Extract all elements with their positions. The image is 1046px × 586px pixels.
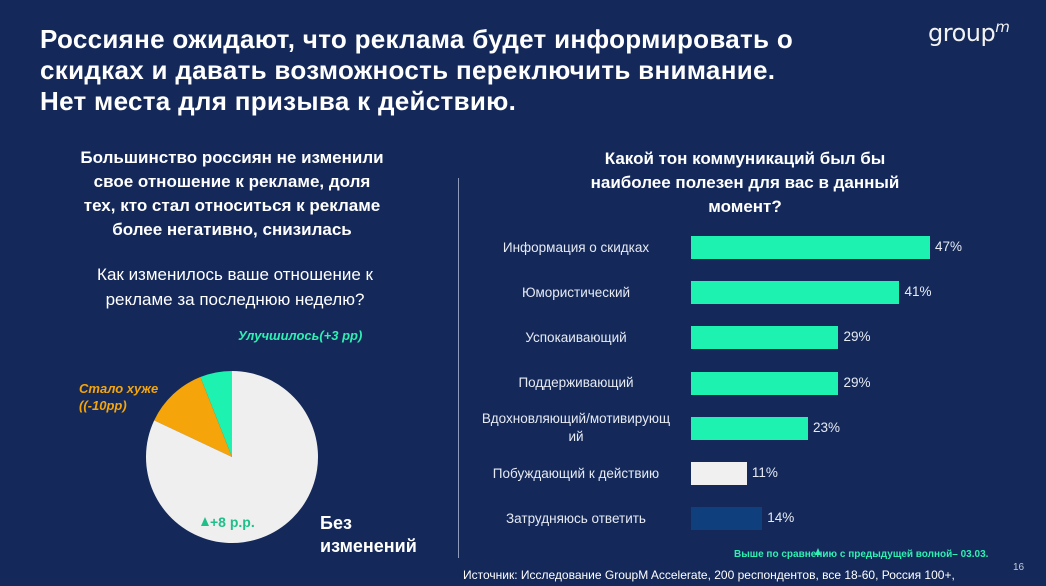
bar-category-label: Успокаивающий [465,329,687,347]
column-divider [458,178,459,558]
right-headline-line: Какой тон коммуникаций был бы [604,149,886,168]
bar-category-label-line: Побуждающий к действию [492,465,660,481]
page-title: Россияне ожидают, что реклама будет инфо… [40,24,920,117]
bar-value-label: 14% [767,510,795,526]
pie-slice [200,371,232,457]
bar [691,507,763,531]
bar [691,236,930,259]
arrow-up-icon [201,517,209,526]
bar-category-label-line: Юмористический [521,284,631,300]
pie-label-worse-line1: Стало хуже [79,381,159,396]
pie-label-improved: Улучшилось(+3 pp) [238,327,362,344]
pie-slice [146,371,319,543]
bar-category-label-line: Затрудняюсь ответить [506,510,646,526]
bar-category-label: Побуждающий к действию [465,465,687,483]
pie-question: Как изменилось ваше отношение к рекламе … [40,262,430,312]
bar-category-label-line: Успокаивающий [525,329,627,345]
pie-label-nochange-line2: изменений [320,536,417,556]
pie-delta-label: +8 р.р. [201,514,255,530]
arrow-up-icon [815,548,821,555]
bar-category-label-line: Информация о скидках [502,239,650,255]
bar-category-label: Вдохновляющий/мотивирующ ий [465,410,687,446]
bar-category-label: Поддерживающий [465,374,687,392]
bar-category-label-line: ий [568,429,584,445]
logo-sup: m [995,18,1010,36]
bar-value-label: 11% [751,465,778,480]
pie-label-worse-line2: ((-10pp) [79,398,127,413]
bar-category-label-line: Поддерживающий [518,375,634,391]
left-headline-line: тех, кто стал относиться к рекламе [83,196,381,215]
page-number: 16 [1013,562,1025,573]
source-text: Источник: Исследование GroupM Accelerate… [463,568,955,582]
bar-value-label: 29% [843,374,871,390]
logo-text: group [928,19,996,47]
title-line: Нет места для призыва к действию. [40,86,517,116]
right-headline: Какой тон коммуникаций был бы наиболее п… [520,147,970,219]
title-line: Россияне ожидают, что реклама будет инфо… [40,24,794,54]
pie-slice [154,377,232,457]
pie-label-improved-text: Улучшилось(+3 pp) [238,328,363,343]
right-headline-line: момент? [708,197,782,216]
left-headline-line: Большинство россиян не изменили [80,148,384,167]
left-headline-line: свое отношение к рекламе, доля [93,172,371,191]
pie-delta-text: +8 р.р. [210,514,255,530]
bar-value-label: 41% [904,284,932,300]
pie-question-line: рекламе за последнюю неделю? [105,290,365,309]
bar-value-label: 23% [812,419,840,435]
left-headline-line: более негативно, снизилась [112,220,352,239]
bar-value-label: 47% [935,239,963,254]
bar-category-label-line: Вдохновляющий/мотивирующ [481,411,671,427]
bar-category-label: Юмористический [465,284,687,302]
bar [691,371,839,395]
groupm-logo: groupm [928,18,1010,47]
title-line: скидках и давать возможность переключить… [40,55,776,85]
bar [691,416,808,440]
bar [691,281,900,305]
pie-label-nochange: Без изменений [320,512,417,558]
bar-value-label: 29% [843,329,871,345]
bar-category-label: Информация о скидках [465,239,687,257]
pie-question-line: Как изменилось ваше отношение к [97,265,373,284]
right-headline-line: наиболее полезен для вас в данный [590,173,900,192]
bar [691,326,839,350]
pie-label-worse: Стало хуже ((-10pp) [79,380,158,414]
bar-category-label: Затрудняюсь ответить [465,510,687,528]
left-headline: Большинство россиян не изменили свое отн… [18,146,446,242]
comparison-note: Выше по сравнению с предыдущей волной– 0… [734,549,989,560]
pie-label-nochange-line1: Без [320,513,352,533]
bar [691,462,747,485]
